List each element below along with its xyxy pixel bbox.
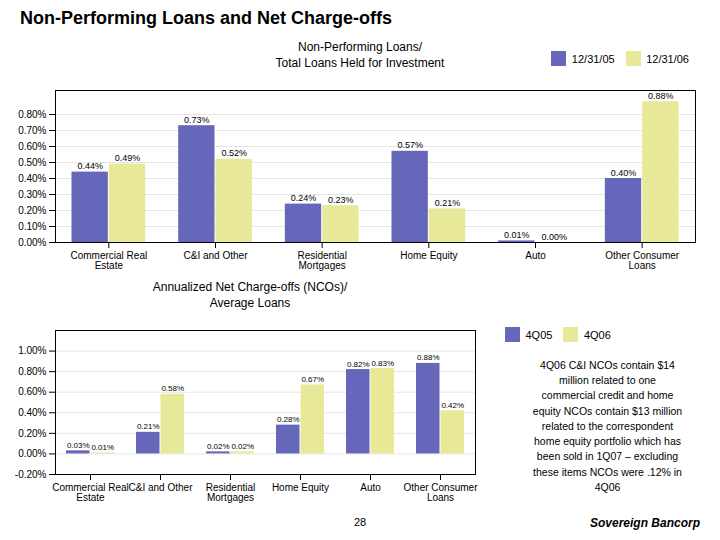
html-text:Non-Performing Loans and Net C: Non-Performing Loans and Net Charge-offs (20, 8, 392, 28)
svg-text:Auto: Auto (360, 482, 381, 493)
html-text:12/31/05: 12/31/05 (571, 52, 615, 65)
svg-text:0.30%: 0.30% (18, 189, 46, 200)
svg-text:C&I and Other: C&I and Other (184, 250, 249, 261)
svg-text:0.24%: 0.24% (291, 193, 317, 203)
svg-text:1.00%: 1.00% (18, 345, 46, 356)
svg-text:-0.20%: -0.20% (15, 469, 47, 480)
html-text:4Q05: 4Q05 (525, 328, 553, 341)
svg-text:0.21%: 0.21% (435, 198, 461, 208)
svg-text:Auto: Auto (525, 250, 546, 261)
svg-text:0.70%: 0.70% (18, 125, 46, 136)
svg-text:0.67%: 0.67% (301, 375, 324, 384)
html-text:Annualized Net Charge-offs (NC: Annualized Net Charge-offs (NCOs)/ Avera… (152, 280, 348, 310)
svg-text:0.02%: 0.02% (231, 442, 254, 451)
svg-text:Commercial RealEstate: Commercial RealEstate (70, 250, 147, 271)
svg-text:Home Equity: Home Equity (272, 482, 329, 493)
svg-text:0.40%: 0.40% (18, 407, 46, 418)
svg-text:C&I and Other: C&I and Other (129, 482, 194, 493)
svg-text:Commercial RealEstate: Commercial RealEstate (52, 482, 129, 503)
svg-text:0.50%: 0.50% (18, 157, 46, 168)
svg-text:0.20%: 0.20% (18, 205, 46, 216)
svg-text:Other ConsumerLoans: Other ConsumerLoans (404, 482, 479, 503)
svg-text:0.10%: 0.10% (18, 221, 46, 232)
svg-text:ResidentialMortgages: ResidentialMortgages (206, 482, 255, 503)
svg-text:Home Equity: Home Equity (400, 250, 457, 261)
svg-text:0.01%: 0.01% (504, 230, 530, 240)
svg-text:0.00%: 0.00% (18, 237, 46, 248)
html-text:4Q06 C&I NCOs contain $14 mill: 4Q06 C&I NCOs contain $14 million relate… (532, 359, 683, 493)
svg-text:0.44%: 0.44% (77, 161, 103, 171)
svg-text:0.82%: 0.82% (347, 360, 370, 369)
svg-text:0.21%: 0.21% (137, 422, 160, 431)
html-text:12/31/06: 12/31/06 (646, 52, 689, 65)
svg-text:0.60%: 0.60% (18, 141, 46, 152)
svg-text:0.23%: 0.23% (328, 195, 354, 205)
svg-text:Other ConsumerLoans: Other ConsumerLoans (605, 250, 680, 271)
html-text:Sovereign Bancorp: Sovereign Bancorp (590, 516, 700, 530)
svg-text:ResidentialMortgages: ResidentialMortgages (297, 250, 346, 271)
svg-text:0.20%: 0.20% (18, 428, 46, 439)
svg-text:0.40%: 0.40% (611, 168, 637, 178)
svg-text:0.60%: 0.60% (18, 386, 46, 397)
svg-text:0.73%: 0.73% (184, 115, 210, 125)
svg-text:0.00%: 0.00% (18, 448, 46, 459)
svg-text:0.52%: 0.52% (221, 148, 247, 158)
svg-text:0.28%: 0.28% (277, 415, 300, 424)
html-text:28: 28 (353, 516, 367, 528)
svg-text:0.01%: 0.01% (91, 443, 114, 452)
svg-text:0.02%: 0.02% (207, 442, 230, 451)
svg-text:0.80%: 0.80% (18, 109, 46, 120)
svg-text:0.00%: 0.00% (541, 232, 567, 242)
svg-text:0.83%: 0.83% (371, 359, 394, 368)
svg-text:0.80%: 0.80% (18, 366, 46, 377)
html-text:Non-Performing Loans/ Total Lo: Non-Performing Loans/ Total Loans Held f… (275, 40, 445, 70)
svg-text:0.49%: 0.49% (115, 153, 141, 163)
html-text:4Q06: 4Q06 (583, 328, 611, 341)
svg-text:0.40%: 0.40% (18, 173, 46, 184)
svg-text:0.88%: 0.88% (417, 353, 440, 362)
svg-text:0.42%: 0.42% (441, 401, 464, 410)
svg-text:0.03%: 0.03% (67, 441, 90, 450)
svg-text:0.57%: 0.57% (397, 140, 423, 150)
svg-text:0.58%: 0.58% (161, 384, 184, 393)
svg-text:0.88%: 0.88% (648, 91, 674, 101)
